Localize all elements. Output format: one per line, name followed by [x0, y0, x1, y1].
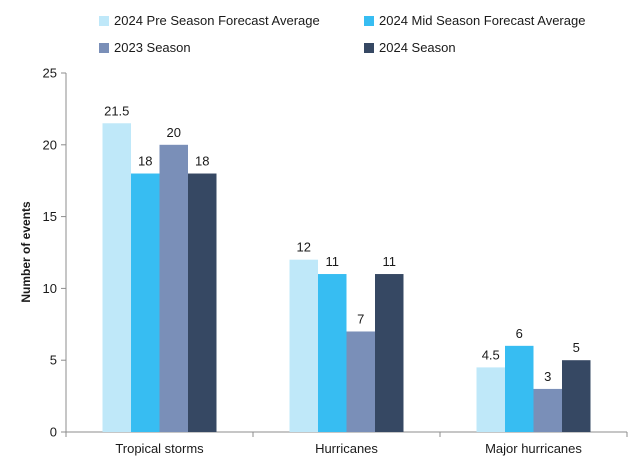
data-label: 6	[516, 326, 523, 341]
y-tick-label: 5	[50, 353, 57, 368]
legend-swatch-2023-season	[99, 43, 109, 53]
bar-2024-pre-season-forecast-average-tropical-storms	[102, 123, 131, 432]
y-tick-label: 0	[50, 425, 57, 440]
legend-label-2024-pre-season-forecast-average: 2024 Pre Season Forecast Average	[114, 13, 320, 28]
bar-2024-mid-season-forecast-average-major-hurricanes	[505, 345, 534, 432]
x-tick-label: Tropical storms	[115, 441, 204, 456]
legend-label-2023-season: 2023 Season	[114, 40, 191, 55]
y-tick-label: 15	[43, 209, 57, 224]
bar-2024-season-hurricanes	[375, 274, 404, 432]
data-label: 4.5	[482, 347, 500, 362]
legend-label-2024-mid-season-forecast-average: 2024 Mid Season Forecast Average	[379, 13, 585, 28]
legend-label-2024-season: 2024 Season	[379, 40, 456, 55]
data-label: 18	[138, 154, 152, 169]
data-label: 5	[573, 340, 580, 355]
bar-2023-season-tropical-storms	[159, 144, 188, 433]
legend-swatch-2024-mid-season-forecast-average	[364, 16, 374, 26]
y-tick-label: 10	[43, 281, 57, 296]
bar-2024-pre-season-forecast-average-hurricanes	[289, 259, 318, 432]
data-label: 11	[383, 254, 397, 269]
data-label: 3	[544, 369, 551, 384]
bar-2023-season-major-hurricanes	[533, 388, 562, 432]
bar-2024-mid-season-forecast-average-tropical-storms	[131, 173, 160, 432]
data-label: 21.5	[104, 103, 129, 118]
y-axis: 0 5 10 15 20 25	[43, 66, 67, 440]
y-axis-label: Number of events	[19, 201, 33, 303]
bar-2024-pre-season-forecast-average-major-hurricanes	[476, 367, 505, 432]
data-label: 18	[195, 154, 209, 169]
x-tick-label: Hurricanes	[315, 441, 378, 456]
data-label: 11	[326, 254, 340, 269]
bars: 21.5 18 20 18 12 11 7 11 4.5 6 3 5	[102, 103, 591, 433]
legend-swatch-2024-pre-season-forecast-average	[99, 16, 109, 26]
legend-swatch-2024-season	[364, 43, 374, 53]
data-label: 20	[167, 125, 181, 140]
y-tick-label: 20	[43, 137, 57, 152]
data-label: 7	[357, 311, 364, 326]
x-tick-label: Major hurricanes	[485, 441, 582, 456]
legend: 2024 Pre Season Forecast Average 2024 Mid…	[99, 13, 585, 55]
y-tick-label: 25	[43, 66, 57, 81]
data-label: 12	[297, 240, 311, 255]
x-axis: Tropical storms Hurricanes Major hurricane…	[65, 431, 628, 456]
bar-2024-mid-season-forecast-average-hurricanes	[318, 274, 347, 432]
bar-2024-season-major-hurricanes	[562, 360, 591, 432]
bar-2024-season-tropical-storms	[188, 173, 217, 432]
bar-2023-season-hurricanes	[346, 331, 375, 432]
